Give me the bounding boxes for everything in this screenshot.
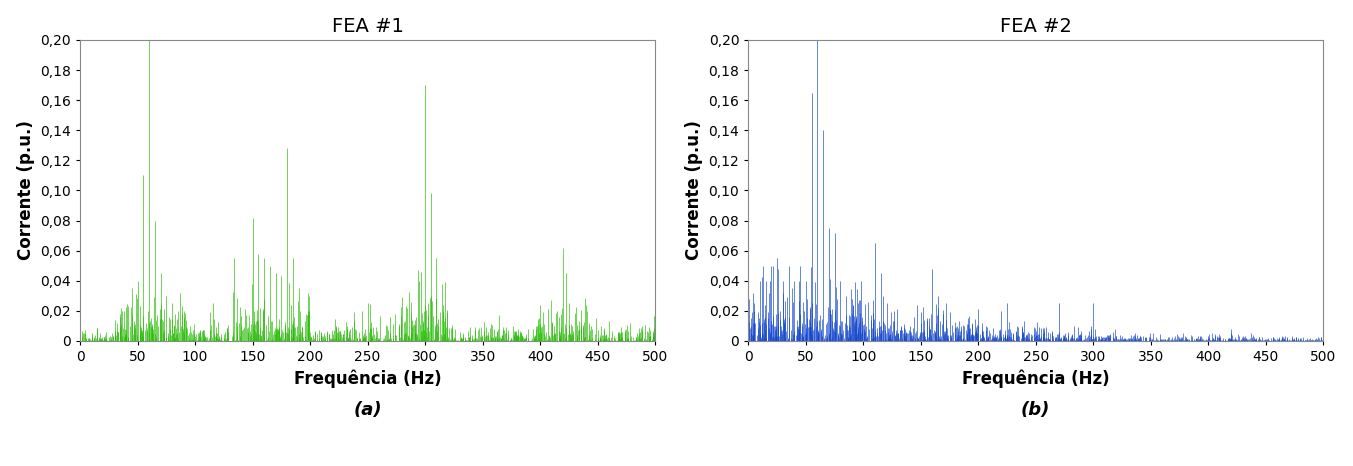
Title: FEA #1: FEA #1 (331, 17, 403, 36)
Text: (a): (a) (353, 401, 382, 419)
Y-axis label: Corrente (p.u.): Corrente (p.u.) (16, 121, 35, 260)
Text: (b): (b) (1022, 401, 1050, 419)
Title: FEA #2: FEA #2 (1000, 17, 1072, 36)
X-axis label: Frequência (Hz): Frequência (Hz) (294, 370, 441, 388)
X-axis label: Frequência (Hz): Frequência (Hz) (962, 370, 1109, 388)
Y-axis label: Corrente (p.u.): Corrente (p.u.) (685, 121, 702, 260)
